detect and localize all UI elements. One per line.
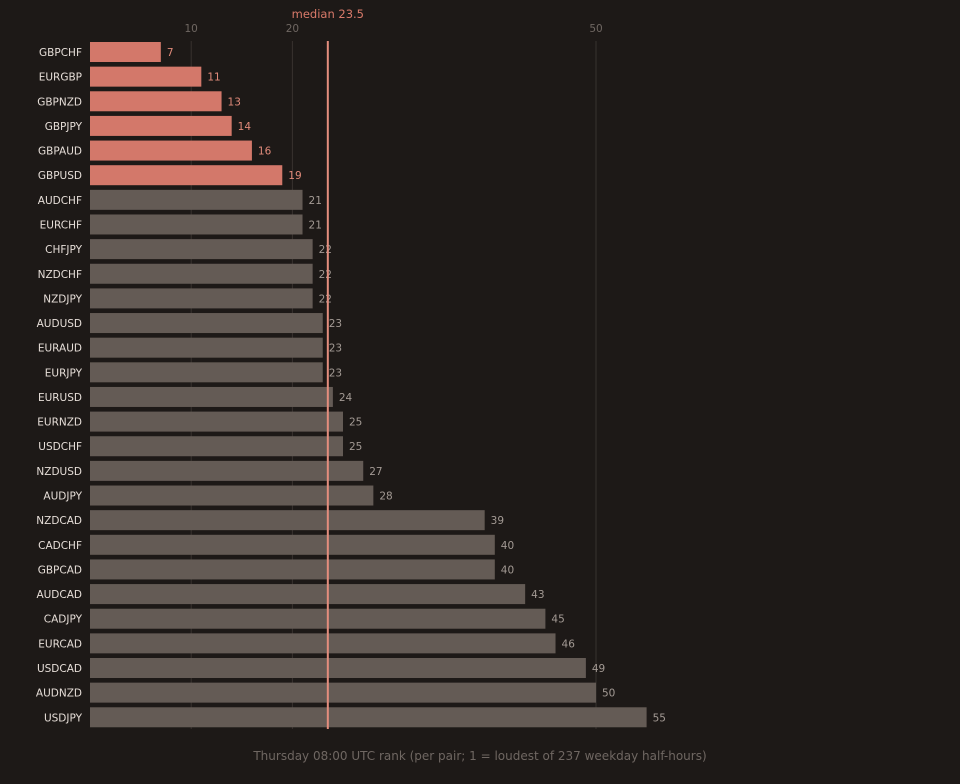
bar-eurnzd xyxy=(90,411,343,432)
value-label: 21 xyxy=(309,219,322,231)
value-label: 7 xyxy=(167,47,174,59)
category-label: GBPCAD xyxy=(38,564,82,576)
bar-gbpaud xyxy=(90,140,252,161)
x-tick-label: 50 xyxy=(589,23,602,35)
x-tick-label: 20 xyxy=(286,23,299,35)
bar-nzdjpy xyxy=(90,288,313,309)
median-label: median 23.5 xyxy=(292,7,364,21)
category-label: EURJPY xyxy=(45,367,83,379)
value-label: 40 xyxy=(501,540,514,552)
category-label: AUDCAD xyxy=(36,589,82,601)
category-label: AUDNZD xyxy=(36,688,82,700)
bar-audnzd xyxy=(90,682,596,703)
category-label: USDJPY xyxy=(44,712,83,724)
value-label: 25 xyxy=(349,417,362,429)
value-label: 21 xyxy=(309,195,322,207)
bar-eurchf xyxy=(90,214,303,235)
value-label: 16 xyxy=(258,146,272,158)
chart-caption: Thursday 08:00 UTC rank (per pair; 1 = l… xyxy=(252,749,706,763)
category-label: GBPAUD xyxy=(38,146,82,158)
category-label: USDCAD xyxy=(37,663,82,675)
bar-nzdchf xyxy=(90,263,313,284)
category-label: EURAUD xyxy=(38,343,82,355)
value-label: 13 xyxy=(228,96,241,108)
value-label: 55 xyxy=(653,712,666,724)
bar-gbpnzd xyxy=(90,91,222,112)
value-label: 22 xyxy=(319,244,332,256)
value-label: 43 xyxy=(531,589,544,601)
bar-gbpusd xyxy=(90,165,283,186)
bar-chfjpy xyxy=(90,239,313,260)
value-label: 23 xyxy=(329,367,342,379)
category-label: NZDCAD xyxy=(36,515,82,527)
bar-nzdusd xyxy=(90,460,364,481)
bar-audjpy xyxy=(90,485,374,506)
value-label: 22 xyxy=(319,293,332,305)
value-label: 11 xyxy=(207,72,220,84)
bar-eurusd xyxy=(90,386,333,407)
value-label: 49 xyxy=(592,663,605,675)
value-label: 22 xyxy=(319,269,332,281)
category-label: EURNZD xyxy=(37,417,82,429)
bar-usdchf xyxy=(90,436,343,457)
bar-layer: GBPCHF 7 EURGBP 11 GBPNZD 13 GBPJPY 14 GBPAUD 16 G… xyxy=(36,42,666,728)
category-label: GBPJPY xyxy=(45,121,83,133)
bar-nzdcad xyxy=(90,510,485,531)
value-label: 14 xyxy=(238,121,252,133)
category-label: AUDJPY xyxy=(43,491,82,503)
value-label: 23 xyxy=(329,318,342,330)
category-label: AUDCHF xyxy=(38,195,82,207)
median-layer: median 23.5 xyxy=(292,7,364,729)
category-label: EURUSD xyxy=(38,392,82,404)
value-label: 45 xyxy=(551,614,564,626)
value-label: 46 xyxy=(562,638,576,650)
category-label: GBPUSD xyxy=(38,170,82,182)
category-label: CADCHF xyxy=(38,540,82,552)
bar-cadjpy xyxy=(90,608,546,629)
value-label: 24 xyxy=(339,392,353,404)
value-label: 27 xyxy=(369,466,382,478)
value-label: 50 xyxy=(602,688,615,700)
category-label: GBPNZD xyxy=(37,96,82,108)
bar-gbpjpy xyxy=(90,115,232,136)
bar-gbpcad xyxy=(90,559,495,580)
category-label: EURCAD xyxy=(38,638,82,650)
bar-eurgbp xyxy=(90,66,202,87)
value-label: 40 xyxy=(501,564,514,576)
x-tick-label: 10 xyxy=(185,23,198,35)
bar-audusd xyxy=(90,313,323,334)
category-label: CHFJPY xyxy=(45,244,82,256)
value-label: 39 xyxy=(491,515,504,527)
category-label: USDCHF xyxy=(38,441,82,453)
category-label: NZDJPY xyxy=(43,293,82,305)
category-label: GBPCHF xyxy=(39,47,82,59)
value-label: 25 xyxy=(349,441,362,453)
bar-eurjpy xyxy=(90,362,323,383)
bar-cadchf xyxy=(90,534,495,555)
category-label: NZDCHF xyxy=(38,269,82,281)
category-label: CADJPY xyxy=(44,614,83,626)
category-label: EURCHF xyxy=(40,219,82,231)
bar-eurcad xyxy=(90,633,556,654)
value-label: 23 xyxy=(329,343,342,355)
bar-audcad xyxy=(90,584,526,605)
category-label: AUDUSD xyxy=(37,318,82,330)
value-label: 28 xyxy=(379,491,392,503)
bar-gbpchf xyxy=(90,42,161,62)
bar-usdcad xyxy=(90,658,586,678)
value-label: 19 xyxy=(288,170,301,182)
bar-euraud xyxy=(90,337,323,358)
bar-audchf xyxy=(90,189,303,210)
bar-usdjpy xyxy=(90,707,647,728)
category-label: EURGBP xyxy=(39,72,82,84)
category-label: NZDUSD xyxy=(36,466,82,478)
